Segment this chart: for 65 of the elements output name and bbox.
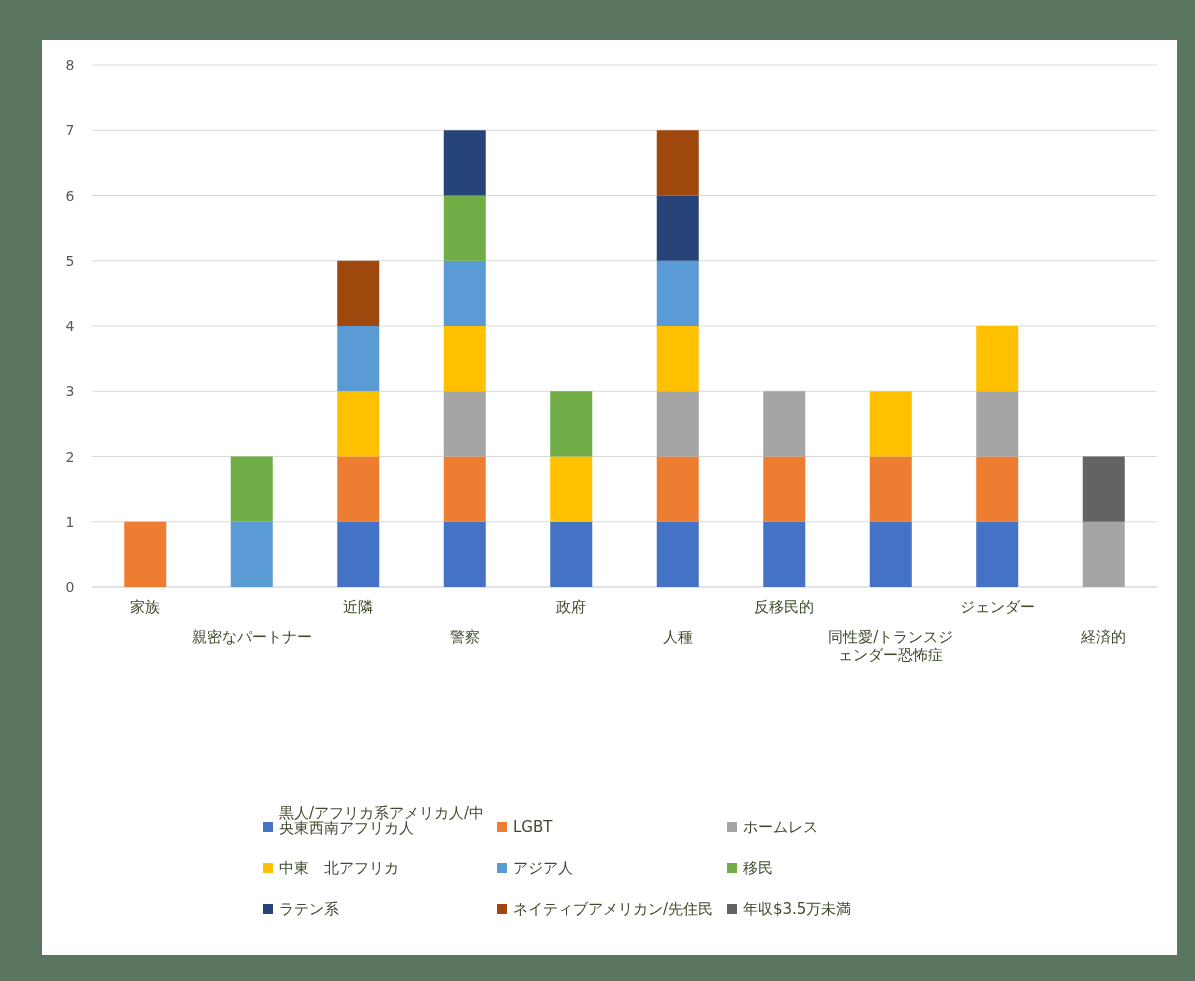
bar <box>763 391 806 457</box>
bar <box>656 326 699 392</box>
bar <box>656 130 699 196</box>
legend-label: 中東 北アフリカ <box>279 859 399 877</box>
bar <box>337 456 380 522</box>
x-tick-label: 近隣 <box>343 598 374 616</box>
y-tick-label: 3 <box>65 383 75 400</box>
bar <box>124 521 167 587</box>
bar <box>869 456 912 522</box>
bar <box>976 521 1019 587</box>
x-tick-label: 反移民的 <box>754 598 815 616</box>
bar <box>550 521 593 587</box>
y-tick-label: 4 <box>65 318 75 334</box>
legend-label: 年収$3.5万未満 <box>743 900 852 918</box>
bar <box>656 391 699 457</box>
bar <box>869 521 912 587</box>
bar <box>443 456 486 522</box>
bar <box>550 391 593 457</box>
bar <box>869 391 912 457</box>
y-tick-label: 8 <box>65 57 75 73</box>
legend-label: ホームレス <box>743 818 818 836</box>
bar <box>443 326 486 392</box>
x-tick-label: 同性愛/トランスジェンダー恐怖症 <box>828 628 954 664</box>
bar <box>1082 456 1125 522</box>
x-tick-label: 警察 <box>449 628 480 646</box>
y-tick-label: 5 <box>65 252 75 269</box>
x-tick-label: 家族 <box>130 598 161 616</box>
bar <box>443 130 486 196</box>
bar <box>337 260 380 326</box>
bar <box>656 260 699 326</box>
bar <box>656 521 699 587</box>
bar <box>443 195 486 261</box>
x-tick-label: 親密なパートナー <box>191 628 312 646</box>
bar <box>443 260 486 326</box>
x-tick-label: 人種 <box>662 628 693 646</box>
y-tick-label: 6 <box>65 187 75 204</box>
x-tick-label: ジェンダー <box>959 598 1035 616</box>
bar <box>976 391 1019 457</box>
bar <box>976 326 1019 392</box>
bar <box>1082 521 1125 587</box>
bar <box>337 521 380 587</box>
legend-label: 黒人/アフリカ系アメリカ人/中央東西南アフリカ人 <box>279 804 485 837</box>
y-tick-label: 1 <box>65 513 75 530</box>
bar <box>550 456 593 522</box>
bar <box>656 195 699 261</box>
bar <box>230 456 273 522</box>
x-tick-label: 経済的 <box>1080 628 1127 646</box>
legend-label: ラテン系 <box>279 900 339 918</box>
legend-label: アジア人 <box>513 859 573 877</box>
bar <box>976 456 1019 522</box>
bar <box>656 456 699 522</box>
bar <box>337 326 380 392</box>
bar <box>763 521 806 587</box>
y-tick-label: 2 <box>65 448 75 465</box>
x-tick-label: 政府 <box>556 598 587 616</box>
y-tick-label: 7 <box>65 122 75 139</box>
bar <box>230 521 273 587</box>
bar <box>763 456 806 522</box>
bar <box>443 521 486 587</box>
legend-label: 移民 <box>743 859 773 877</box>
legend-label: LGBT <box>513 818 554 836</box>
y-tick-label: 0 <box>65 579 75 595</box>
legend-label: ネイティブアメリカン/先住民 <box>513 900 714 918</box>
bar <box>337 391 380 457</box>
bar <box>443 391 486 457</box>
